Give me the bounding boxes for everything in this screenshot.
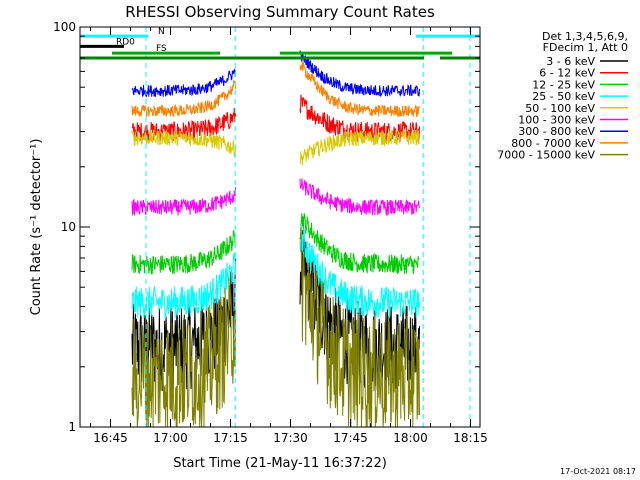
trace-segment bbox=[131, 187, 237, 216]
legend-entry-label: 100 - 300 keV bbox=[518, 114, 595, 127]
y-tick-label: 1 bbox=[68, 420, 76, 434]
trace-segment bbox=[131, 129, 237, 158]
legend-entry-label: 12 - 25 keV bbox=[532, 78, 595, 91]
flag-label: FS bbox=[156, 44, 167, 54]
x-tick-label: 17:15 bbox=[213, 431, 248, 445]
series-50-100keV-trace bbox=[131, 129, 420, 166]
trace-segment bbox=[131, 79, 237, 118]
series-12-25keV-trace bbox=[131, 213, 420, 275]
legend-header-line-1: Det 1,3,4,5,6,9, bbox=[542, 30, 628, 43]
y-tick-label: 100 bbox=[53, 20, 76, 34]
trace-segment bbox=[299, 50, 421, 97]
trace-segment bbox=[299, 129, 420, 166]
trace-segment bbox=[299, 213, 420, 275]
flag-label: N bbox=[158, 27, 165, 37]
trace-segment bbox=[299, 223, 421, 318]
legend-entry-label: 3 - 6 keV bbox=[546, 55, 595, 68]
footer-date: 17-Oct-2021 08:17 bbox=[560, 467, 636, 476]
x-tick-label: 18:00 bbox=[393, 431, 428, 445]
legend-entry-label: 25 - 50 keV bbox=[532, 90, 595, 103]
legend: Det 1,3,4,5,6,9, FDecim 1, Att 0 3 - 6 k… bbox=[497, 30, 628, 162]
x-tick-label: 17:30 bbox=[273, 431, 308, 445]
y-axis-label: Count Rate (s⁻¹ detector⁻¹) bbox=[29, 139, 44, 316]
trace-segment bbox=[299, 178, 421, 216]
series-25-50keV-trace bbox=[131, 223, 421, 320]
x-tick-label: 17:45 bbox=[333, 431, 368, 445]
series-300-800keV-trace bbox=[131, 50, 421, 98]
x-tick-label: 17:00 bbox=[153, 431, 188, 445]
x-axis-label: Start Time (21-May-11 16:37:22) bbox=[173, 456, 387, 471]
legend-entry-label: 50 - 100 keV bbox=[525, 102, 595, 115]
trace-segment bbox=[131, 252, 237, 320]
x-tick-label: 18:15 bbox=[453, 431, 488, 445]
series-100-300keV-trace bbox=[131, 178, 421, 216]
trace-segment bbox=[299, 62, 421, 118]
legend-header-line-2: FDecim 1, Att 0 bbox=[543, 41, 628, 54]
legend-entry-label: 6 - 12 keV bbox=[539, 67, 595, 80]
legend-entry-label: 7000 - 15000 keV bbox=[497, 149, 595, 162]
instrument-flags: N RD0 FS bbox=[80, 27, 480, 60]
series-7000-15000keV-trace bbox=[131, 226, 421, 428]
flag-label: RD0 bbox=[116, 37, 135, 47]
trace-segment bbox=[131, 229, 236, 275]
chart-title: RHESSI Observing Summary Count Rates bbox=[125, 3, 435, 21]
x-tick-label: 16:45 bbox=[93, 431, 128, 445]
y-tick-label: 10 bbox=[61, 220, 76, 234]
axes: 16:45 17:00 17:15 17:30 17:45 18:00 18:15 1 10 10… bbox=[53, 20, 488, 445]
trace-segment bbox=[299, 226, 421, 428]
series-800-7000keV-trace bbox=[131, 62, 421, 118]
trace-segment bbox=[131, 68, 237, 98]
legend-entry-label: 800 - 7000 keV bbox=[511, 137, 595, 150]
trace-segment bbox=[131, 277, 237, 428]
legend-entry-label: 300 - 800 keV bbox=[518, 125, 595, 138]
